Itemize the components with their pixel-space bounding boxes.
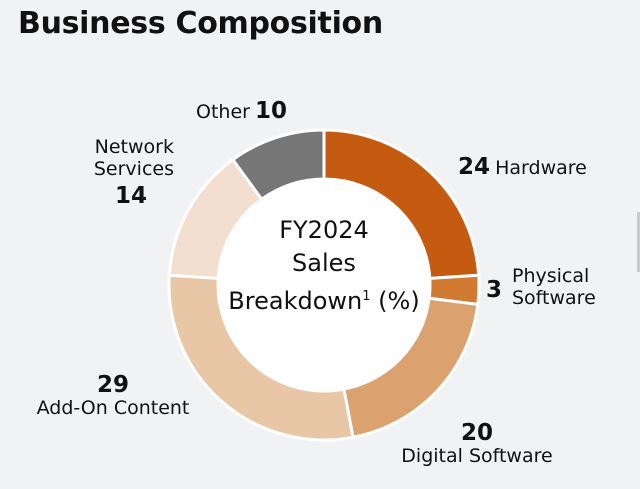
label-digital-software-name: Digital Software <box>401 445 553 468</box>
label-physical-software-text: Physical Software <box>512 265 596 310</box>
label-physical-software-name-1: Physical <box>512 265 590 287</box>
chart-title: Business Composition <box>18 6 383 41</box>
footnote-marker: 1 <box>362 289 371 304</box>
label-hardware-value: 24 <box>458 154 491 180</box>
label-network-services: Network Services 14 <box>88 136 174 209</box>
label-hardware-name: Hardware <box>495 157 587 179</box>
label-physical-software-name-2: Software <box>512 286 596 309</box>
label-other-value: 10 <box>255 98 288 124</box>
label-digital-software-value: 20 <box>460 420 493 446</box>
center-line-fy: FY2024 <box>279 216 369 244</box>
center-breakdown-word: Breakdown <box>228 287 363 315</box>
scrollbar-edge <box>637 212 640 272</box>
label-add-on-content-name: Add-On Content <box>36 397 190 420</box>
label-hardware: 24 Hardware <box>458 154 587 180</box>
slice-other <box>230 128 326 202</box>
center-percent-unit: (%) <box>370 287 420 315</box>
label-physical-software-value: 3 <box>486 277 503 303</box>
center-line-breakdown: Breakdown1 (%) <box>204 280 444 318</box>
chart-center-label: FY2024 Sales Breakdown1 (%) <box>204 214 444 318</box>
label-network-services-name-1: Network <box>94 136 174 158</box>
label-physical-software: 3 <box>486 277 502 303</box>
label-network-services-name-2: Services <box>93 157 174 180</box>
center-line-sales: Sales <box>292 249 356 277</box>
label-add-on-content: 29 Add-On Content <box>28 372 198 420</box>
label-other-name: Other <box>196 101 250 123</box>
label-network-services-value: 14 <box>114 182 147 209</box>
label-other: Other 10 <box>196 98 287 124</box>
label-digital-software: 20 Digital Software <box>392 420 562 468</box>
donut-hole <box>218 179 430 391</box>
label-add-on-content-value: 29 <box>96 372 129 398</box>
